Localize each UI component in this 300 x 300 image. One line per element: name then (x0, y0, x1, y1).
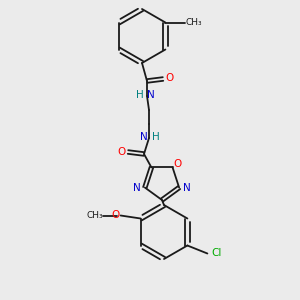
Text: Cl: Cl (211, 248, 222, 259)
Text: CH₃: CH₃ (185, 18, 202, 27)
Text: N: N (183, 183, 191, 193)
Text: O: O (118, 147, 126, 157)
Text: N: N (147, 90, 155, 100)
Text: H: H (152, 132, 160, 142)
Text: O: O (173, 159, 182, 170)
Text: N: N (133, 183, 141, 193)
Text: N: N (140, 132, 148, 142)
Text: CH₃: CH₃ (86, 211, 103, 220)
Text: O: O (112, 209, 120, 220)
Text: O: O (165, 73, 173, 83)
Text: H: H (136, 90, 144, 100)
